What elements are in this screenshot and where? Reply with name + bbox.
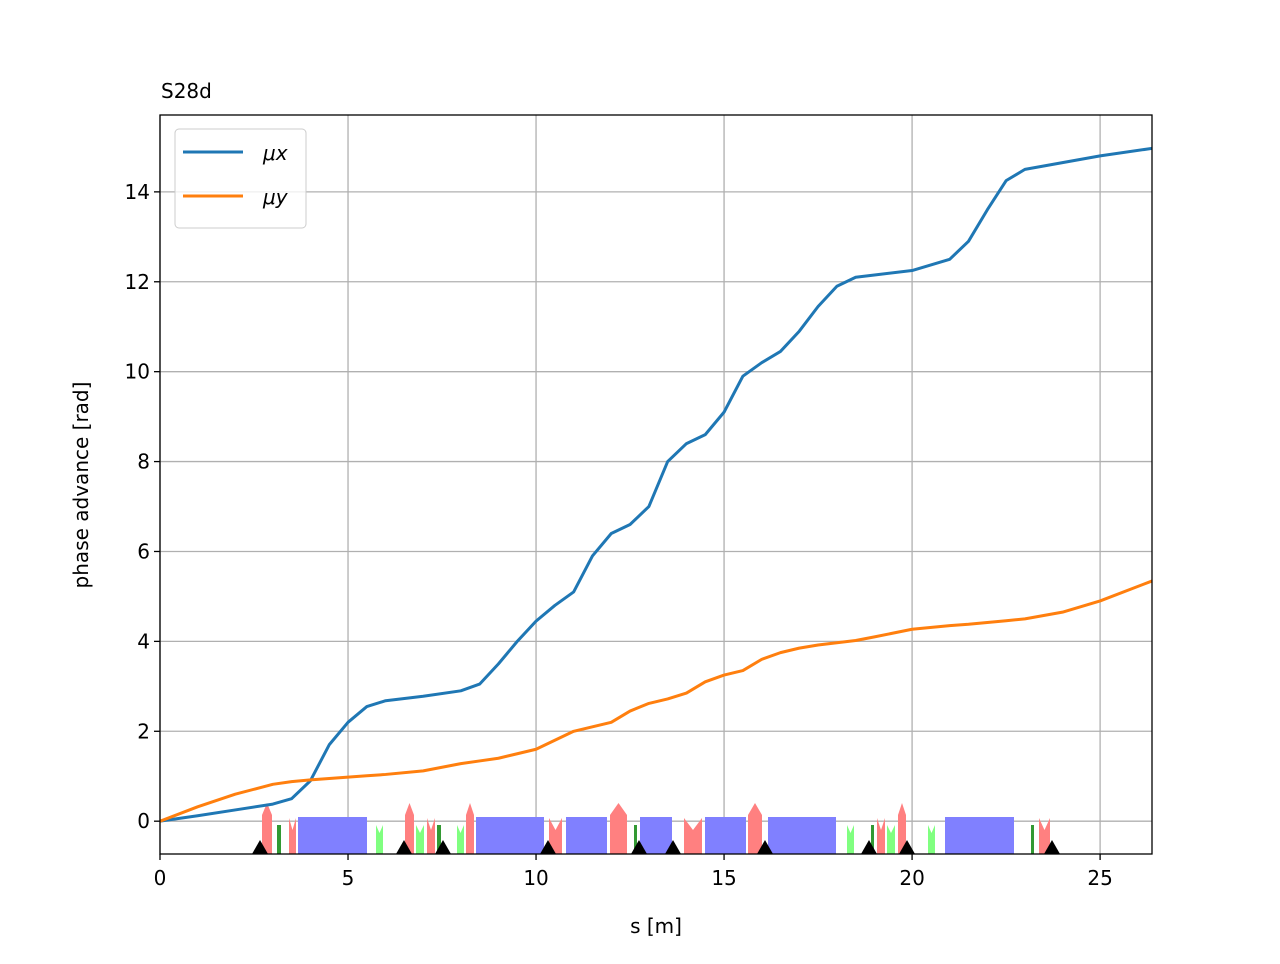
sextupole [887, 825, 895, 854]
monitor [540, 840, 556, 854]
monitor [899, 840, 915, 854]
corrector [871, 825, 874, 854]
corrector [1031, 825, 1034, 854]
y-tick-label: 12 [125, 270, 150, 294]
plot-frame [159, 114, 1153, 855]
monitor [1044, 840, 1060, 854]
monitor [396, 840, 412, 854]
chart-title: S28d [161, 79, 212, 103]
series-line [160, 579, 1152, 823]
corrector [437, 825, 441, 854]
quadrupole [427, 818, 435, 854]
quadrupole [405, 803, 414, 854]
sextupole [847, 825, 854, 854]
x-tick-label: 0 [154, 866, 167, 890]
grid [159, 115, 1152, 854]
quadrupole [610, 803, 627, 854]
x-tick-label: 10 [523, 866, 548, 890]
y-tick-label: 8 [137, 450, 150, 474]
quadrupole [466, 803, 474, 854]
y-tick-label: 0 [137, 809, 150, 833]
monitor [631, 840, 647, 854]
y-axis-label: phase advance [rad] [69, 382, 93, 589]
sextupole [928, 825, 935, 854]
x-tick-label: 20 [899, 866, 924, 890]
monitor [861, 840, 877, 854]
lines [160, 146, 1152, 823]
quadrupole [262, 803, 272, 854]
sextupole [416, 825, 424, 854]
dipole [476, 817, 544, 854]
quadrupole [684, 818, 702, 854]
dipole [298, 817, 367, 854]
x-tick-label: 5 [342, 866, 355, 890]
y-tick-label: 4 [137, 629, 150, 653]
y-tick-label: 10 [125, 360, 150, 384]
y-tick-label: 2 [137, 719, 150, 743]
quadrupole [1039, 818, 1050, 854]
corrector [634, 825, 637, 854]
monitor [252, 840, 268, 854]
corrector [277, 825, 281, 854]
dipole [705, 817, 746, 854]
sextupole [376, 825, 383, 854]
monitor [665, 840, 681, 854]
series-line [160, 146, 1152, 823]
x-axis-label: s [m] [630, 914, 682, 938]
lattice [252, 803, 1060, 854]
monitor [757, 840, 773, 854]
sextupole [457, 825, 464, 854]
dipole [945, 817, 1014, 854]
y-tick-label: 14 [125, 180, 150, 204]
quadrupole [877, 818, 885, 854]
monitor [435, 840, 451, 854]
quadrupole [289, 818, 296, 854]
legend-label: μx [262, 141, 288, 165]
y-tick-label: 6 [137, 539, 150, 563]
legend: μx μy [174, 128, 307, 229]
x-tick-label: 25 [1087, 866, 1112, 890]
dipole [640, 817, 672, 854]
dipole [566, 817, 607, 854]
quadrupole [748, 803, 762, 854]
legend-label: μy [262, 185, 289, 209]
dipole [768, 817, 836, 854]
x-tick-label: 15 [711, 866, 736, 890]
quadrupole [898, 803, 906, 854]
legend-box [174, 128, 307, 229]
quadrupole [549, 818, 562, 854]
